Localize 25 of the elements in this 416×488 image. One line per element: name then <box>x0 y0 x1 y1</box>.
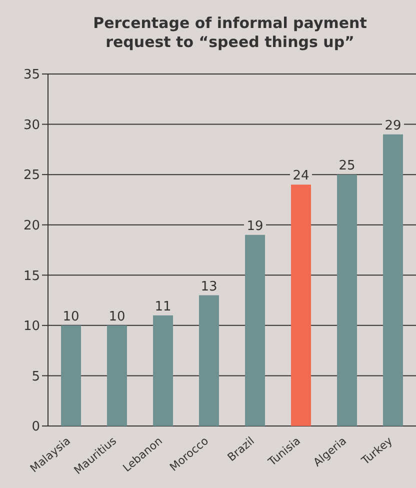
bar <box>245 234 265 426</box>
bar <box>291 184 311 426</box>
y-tick-label: 0 <box>32 420 40 435</box>
bar <box>61 325 81 426</box>
data-label: 29 <box>384 118 402 134</box>
data-label: 11 <box>154 299 172 314</box>
y-tick-label: 5 <box>32 369 40 384</box>
y-tick-label: 10 <box>23 319 40 334</box>
data-label: 19 <box>246 218 264 234</box>
bar <box>199 295 219 426</box>
bar <box>383 134 403 426</box>
y-tick-label: 25 <box>23 168 40 184</box>
bar <box>337 174 357 426</box>
y-tick-label: 35 <box>23 68 40 83</box>
bar <box>153 315 173 426</box>
bar <box>107 325 127 426</box>
data-label: 10 <box>62 309 80 324</box>
data-label: 24 <box>292 168 310 184</box>
y-tick-label: 30 <box>23 118 40 133</box>
data-label: 25 <box>338 158 356 174</box>
data-label: 13 <box>200 279 218 294</box>
data-label: 10 <box>108 309 126 324</box>
chart-title: Percentage of informal payment request to “speed things up” <box>92 14 368 52</box>
y-tick-label: 20 <box>23 218 40 234</box>
y-tick-label: 15 <box>23 268 40 284</box>
